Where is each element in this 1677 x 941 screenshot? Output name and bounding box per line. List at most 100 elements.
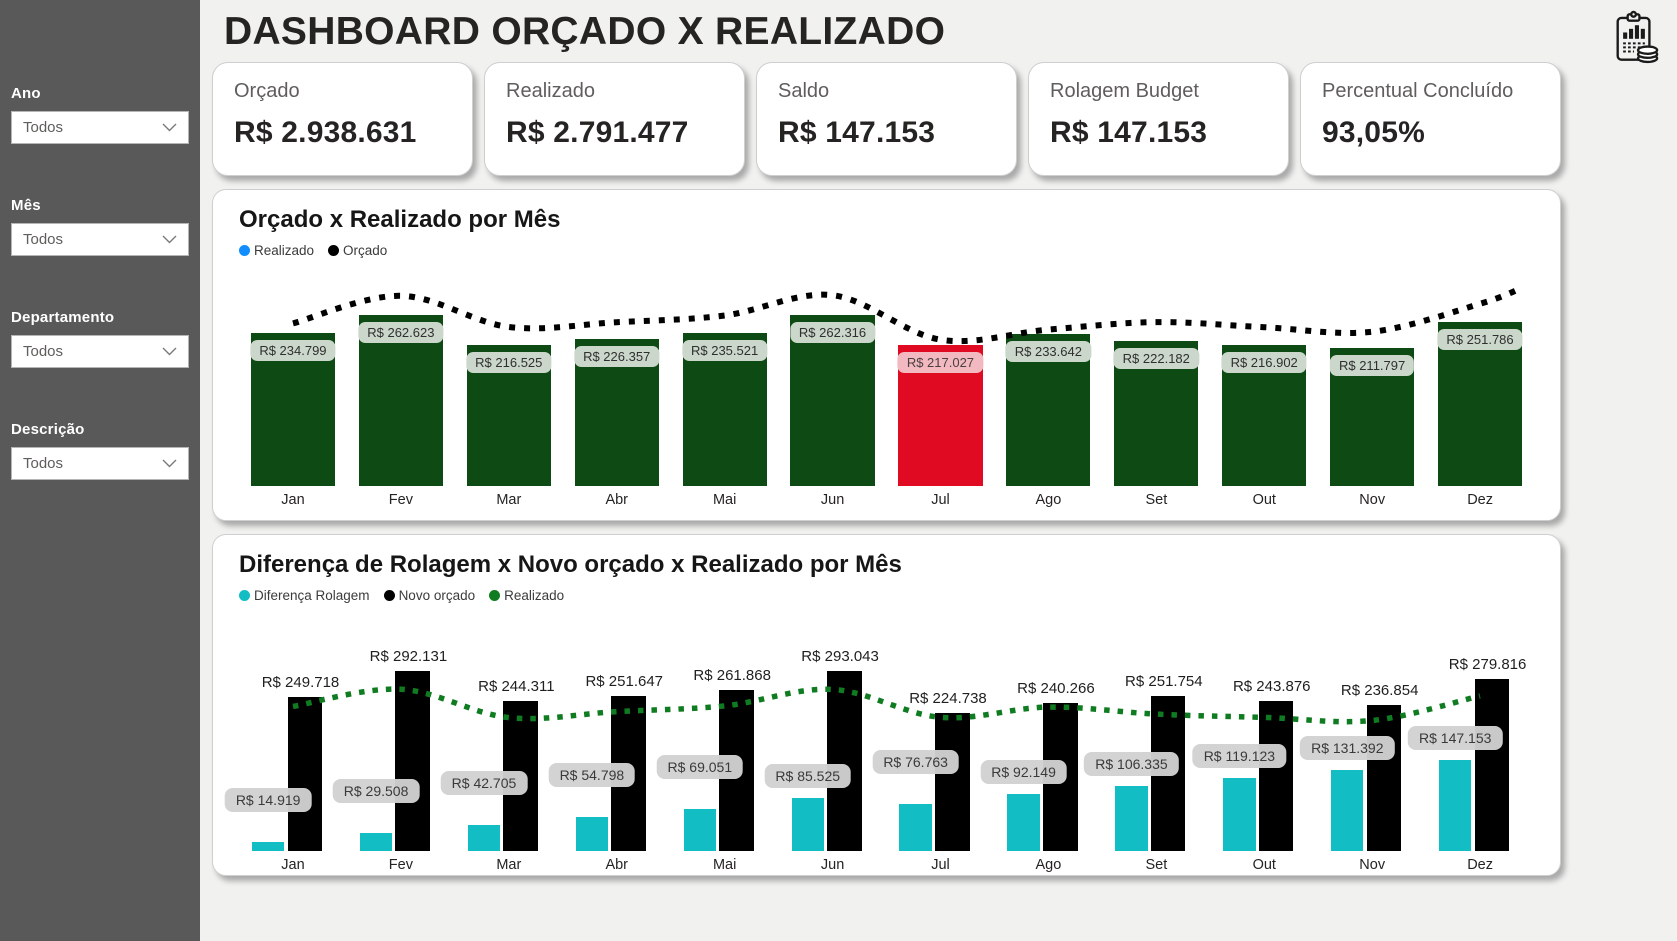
diferenca-bar-fev[interactable] [359, 832, 393, 851]
bar-ago[interactable]: R$ 233.642 [1005, 333, 1091, 486]
x-axis-label-mai: Mai [712, 857, 737, 873]
kpi-value: 93,05% [1322, 116, 1425, 149]
bar-jun[interactable]: R$ 262.316 [789, 315, 876, 486]
kpi-card-realizado: Realizado R$ 2.791.477 [484, 62, 745, 176]
novo-orcado-value-label: R$ 251.754 [1125, 672, 1203, 690]
filter-dropdown-departamento[interactable]: Todos [11, 335, 189, 368]
bar-abr[interactable]: R$ 226.357 [574, 338, 660, 486]
diferenca-value-label: R$ 106.335 [1084, 751, 1179, 776]
legend-item-realizado[interactable]: Realizado [239, 243, 314, 258]
legend-item-realizado[interactable]: Realizado [489, 588, 564, 603]
diferenca-bar-mai[interactable] [683, 808, 716, 851]
kpi-label: Saldo [778, 80, 830, 102]
x-axis-label-mai: Mai [712, 492, 737, 508]
legend-item-novo-orcado[interactable]: Novo orçado [383, 588, 475, 603]
bar-value-label: R$ 216.902 [1221, 351, 1307, 373]
diferenca-bar-jun[interactable] [791, 798, 824, 851]
bar-value-label: R$ 217.027 [897, 351, 984, 373]
kpi-card-rolagem-budget: Rolagem Budget R$ 147.153 [1028, 62, 1289, 176]
x-axis-label-abr: Abr [605, 492, 629, 508]
chevron-down-icon [162, 347, 177, 356]
diferenca-value-label: R$ 54.798 [548, 763, 636, 788]
legend-item-diferenca-rolagem[interactable]: Diferença Rolagem [239, 588, 370, 603]
chart-title: Diferença de Rolagem x Novo orçado x Rea… [239, 551, 902, 578]
kpi-label: Percentual Concluído [1322, 80, 1514, 102]
bar-value-label: R$ 262.623 [358, 322, 444, 343]
novo-orcado-value-label: R$ 292.131 [369, 648, 448, 665]
diferenca-bar-jan[interactable] [251, 841, 285, 851]
x-axis-label-out: Out [1252, 492, 1276, 508]
kpi-value: R$ 147.153 [778, 116, 936, 149]
novo-orcado-bar-dez[interactable] [1474, 678, 1510, 851]
diferenca-bar-ago[interactable] [1007, 794, 1040, 851]
novo-orcado-value-label: R$ 293.043 [801, 647, 879, 665]
diferenca-bar-jul[interactable] [899, 803, 932, 851]
diferenca-bar-dez[interactable] [1439, 760, 1472, 851]
novo-orcado-bar-jun[interactable] [827, 670, 862, 851]
legend-item-orcado[interactable]: Orçado [328, 243, 387, 258]
diferenca-bar-nov[interactable] [1331, 770, 1364, 851]
diferenca-value-label: R$ 76.763 [872, 749, 959, 774]
novo-orcado-value-label: R$ 279.816 [1448, 655, 1527, 673]
novo-orcado-value-label: R$ 244.311 [478, 677, 555, 695]
bar-value-label: R$ 251.786 [1437, 329, 1523, 351]
diferenca-bar-set[interactable] [1115, 785, 1148, 851]
bar-set[interactable]: R$ 222.182 [1113, 341, 1199, 486]
novo-orcado-bar-fev[interactable] [395, 671, 430, 851]
novo-orcado-bar-nov[interactable] [1366, 705, 1402, 851]
bar-jul[interactable]: R$ 217.027 [897, 344, 984, 486]
dropdown-value: Todos [23, 455, 64, 472]
page-title: DASHBOARD ORÇADO X REALIZADO [224, 10, 946, 53]
x-axis-label-jun: Jun [820, 857, 845, 873]
novo-orcado-bar-jan[interactable] [287, 697, 323, 851]
bar-fev[interactable]: R$ 262.623 [358, 315, 444, 486]
filter-label-mes: Mês [11, 197, 41, 214]
bar-dez[interactable]: R$ 251.786 [1437, 322, 1523, 486]
diferenca-value-label: R$ 29.508 [332, 778, 420, 803]
x-axis-label-ago: Ago [1035, 492, 1062, 508]
legend-dot [383, 589, 395, 601]
bar-value-label: R$ 234.799 [250, 340, 336, 362]
x-axis-label-jan: Jan [281, 492, 305, 508]
x-axis-label-fev: Fev [388, 857, 413, 873]
orcado-realizado-plot: R$ 234.799 R$ 262.623 R$ 216.525 R$ 226.357… [239, 278, 1534, 486]
x-axis-label-abr: Abr [605, 857, 629, 873]
filter-dropdown-descricao[interactable]: Todos [11, 447, 189, 480]
dropdown-value: Todos [23, 343, 64, 360]
kpi-card-orcado: Orçado R$ 2.938.631 [212, 62, 473, 176]
legend-dot [239, 244, 250, 256]
chevron-down-icon [162, 459, 177, 468]
filter-dropdown-ano[interactable]: Todos [11, 111, 189, 144]
novo-orcado-value-label: R$ 236.854 [1340, 682, 1419, 700]
diferenca-rolagem-plot: R$ 249.718 R$ 14.919 R$ 292.131 R$ 29.508 R$… [224, 611, 1534, 851]
kpi-value: R$ 2.791.477 [506, 116, 689, 149]
kpi-card-saldo: Saldo R$ 147.153 [756, 62, 1017, 176]
chart-legend: Diferença Rolagem Novo orçado Realizado [239, 585, 1534, 605]
x-axis-label-mar: Mar [496, 492, 522, 508]
bar-out[interactable]: R$ 216.902 [1221, 344, 1307, 486]
x-axis-label-jun: Jun [820, 492, 845, 508]
chart-legend: Realizado Orçado [239, 240, 1534, 260]
x-axis-label-nov: Nov [1359, 857, 1386, 873]
kpi-label: Rolagem Budget [1050, 80, 1199, 102]
novo-orcado-bar-out[interactable] [1258, 700, 1294, 851]
x-axis-label-out: Out [1252, 857, 1276, 873]
novo-orcado-value-label: R$ 261.868 [693, 666, 771, 684]
filter-dropdown-mes[interactable]: Todos [11, 223, 189, 256]
novo-orcado-bar-jul[interactable] [935, 712, 970, 851]
diferenca-bar-out[interactable] [1223, 777, 1256, 851]
chart-card-diferenca-rolagem: Diferença de Rolagem x Novo orçado x Rea… [212, 534, 1561, 876]
dropdown-value: Todos [23, 231, 64, 248]
diferenca-bar-mar[interactable] [467, 824, 501, 851]
legend-dot [328, 244, 340, 256]
bar-mar[interactable]: R$ 216.525 [466, 345, 552, 486]
diferenca-bar-abr[interactable] [575, 817, 609, 851]
x-axis-label-set: Set [1145, 492, 1168, 508]
bar-nov[interactable]: R$ 211.797 [1329, 348, 1415, 486]
bar-mai[interactable]: R$ 235.521 [681, 332, 768, 486]
x-axis-label-set: Set [1145, 857, 1168, 873]
kpi-card-percentual-concluido: Percentual Concluído 93,05% [1300, 62, 1561, 176]
bar-jan[interactable]: R$ 234.799 [250, 333, 336, 486]
kpi-label: Realizado [506, 80, 595, 102]
x-axis-label-dez: Dez [1467, 492, 1493, 508]
